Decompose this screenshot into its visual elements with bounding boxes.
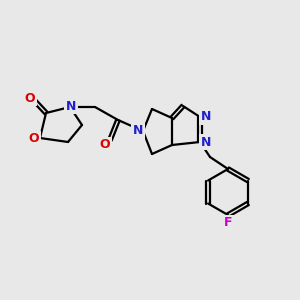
Text: O: O	[29, 133, 39, 146]
Text: N: N	[201, 136, 211, 148]
Text: N: N	[133, 124, 143, 137]
Text: O: O	[100, 139, 110, 152]
Text: O: O	[25, 92, 35, 104]
Text: N: N	[201, 110, 211, 124]
Text: F: F	[224, 217, 232, 230]
Text: N: N	[66, 100, 76, 112]
